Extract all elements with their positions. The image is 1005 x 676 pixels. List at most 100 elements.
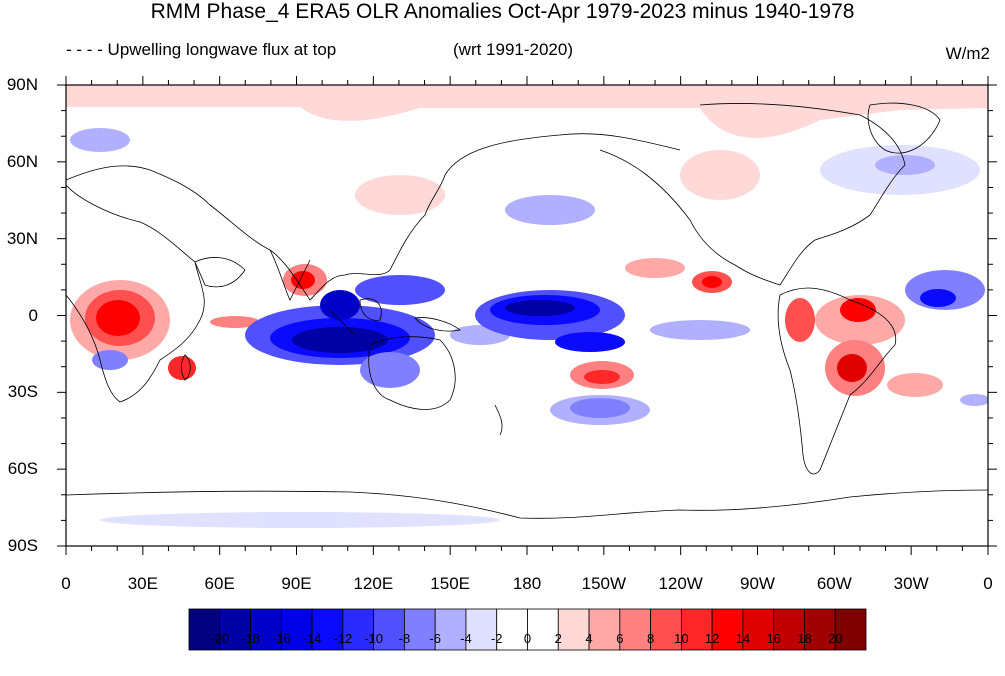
coastline-south-america xyxy=(777,287,897,475)
colorbar-swatch xyxy=(496,608,528,651)
lon-label: 30W xyxy=(893,574,929,593)
coastline-borneo xyxy=(359,298,382,321)
coastline-greenland xyxy=(867,102,941,154)
colorbar-swatch xyxy=(834,608,867,651)
southern-pacific-negative xyxy=(570,398,630,418)
colorbar-level-label: 0 xyxy=(523,631,532,646)
australia-west-negative xyxy=(360,352,420,388)
atlantic-south-negative xyxy=(960,394,988,406)
madagascar-positive xyxy=(168,356,196,380)
colorbar-swatch xyxy=(219,608,251,651)
colorbar-swatch xyxy=(434,608,467,651)
colorbar-level-label: 8 xyxy=(646,631,655,646)
colorbar-swatch xyxy=(311,608,344,651)
colorbar xyxy=(188,608,867,651)
colorbar-level-label: -18 xyxy=(241,631,260,646)
mexico-pacific-positive-core xyxy=(702,276,722,288)
colorbar-level-label: 20 xyxy=(827,631,843,646)
china-positive xyxy=(355,175,445,215)
lon-label: 90E xyxy=(281,574,312,593)
axis-ticks xyxy=(57,76,997,555)
coastline-north-america xyxy=(599,103,906,286)
colorbar-level-label: -10 xyxy=(364,631,384,646)
ne-pacific-positive xyxy=(625,258,685,278)
lat-label: 90S xyxy=(7,536,38,555)
lon-label: 30E xyxy=(127,574,158,593)
colorbar-swatch xyxy=(742,608,775,651)
colorbar-swatch xyxy=(250,608,282,651)
colorbar-level-label: -6 xyxy=(429,631,441,646)
lon-label: 150W xyxy=(581,574,627,593)
units-label: W/m2 xyxy=(945,44,990,63)
west-pacific-negative xyxy=(355,275,445,305)
lat-label: 90N xyxy=(6,75,38,94)
africa-south-negative xyxy=(92,350,128,370)
colorbar-swatch xyxy=(280,608,313,651)
amazon-positive-core xyxy=(840,298,876,322)
colorbar-level-label: 16 xyxy=(766,631,781,646)
colorbar-level-label: 14 xyxy=(735,631,751,646)
east-pacific-negative xyxy=(650,320,750,340)
colorbar-swatch xyxy=(588,608,621,651)
colorbar-level-label: 10 xyxy=(674,631,689,646)
india-positive-core xyxy=(291,271,315,289)
anomaly-field xyxy=(66,85,988,546)
coastline-new-guinea xyxy=(414,317,461,332)
colorbar-swatch xyxy=(188,608,221,651)
coastline-sumatra xyxy=(329,309,356,336)
coastlines xyxy=(66,102,988,519)
colorbar-level-label: -2 xyxy=(490,631,503,646)
colorbar-swatch xyxy=(527,608,559,651)
maritime-negative-core xyxy=(292,327,388,353)
south-atlantic-positive xyxy=(887,373,943,397)
lon-label: 150E xyxy=(430,574,471,593)
colorbar-level-label: -12 xyxy=(333,631,353,646)
colorbar-level-label: 2 xyxy=(554,631,562,646)
coastline-australia xyxy=(368,336,456,410)
mexico-positive xyxy=(680,150,760,200)
colorbar-swatch xyxy=(404,608,436,651)
colorbar-level-label: -4 xyxy=(460,631,472,646)
lon-label: 0 xyxy=(61,574,71,593)
colorbar-level-label: 6 xyxy=(616,631,624,646)
colorbar-level-label: -16 xyxy=(271,631,291,646)
andes-positive xyxy=(785,298,815,342)
lat-label: 60S xyxy=(7,459,38,479)
colorbar-swatch xyxy=(342,608,375,651)
south-pacific-positive-core xyxy=(584,370,620,384)
europe-negative xyxy=(70,128,130,152)
colorbar-level-label: 12 xyxy=(704,631,720,646)
lon-label: 120W xyxy=(658,574,703,593)
atlantic-negative-core xyxy=(920,289,956,307)
nw-pacific-negative xyxy=(505,195,595,225)
colorbar-swatch xyxy=(619,608,651,651)
lon-label: 0 xyxy=(983,574,993,593)
lat-label: 0 xyxy=(28,305,38,325)
arabian-sea-positive xyxy=(210,316,260,328)
coastline-new-zealand xyxy=(494,404,503,436)
coastline-india xyxy=(269,249,311,301)
colorbar-level-label: -8 xyxy=(398,631,411,646)
lon-label: 60E xyxy=(204,574,235,593)
coastline-antarctica xyxy=(66,489,988,519)
africa-positive-core xyxy=(96,300,140,336)
brazil-positive-core xyxy=(837,354,867,382)
colorbar-swatch xyxy=(650,608,682,651)
lon-label: 180 xyxy=(512,574,542,593)
reference-period: (wrt 1991-2020) xyxy=(453,40,574,59)
chart-title: RMM Phase_4 ERA5 OLR Anomalies Oct-Apr 1… xyxy=(150,0,855,23)
coastline-madagascar xyxy=(180,354,191,381)
central-pacific-negative-core xyxy=(505,300,575,316)
colorbar-level-label: 18 xyxy=(797,631,812,646)
colorbar-swatch xyxy=(373,608,405,651)
colorbar-swatch xyxy=(465,608,498,651)
variable-description: - - - - Upwelling longwave flux at top xyxy=(66,40,337,59)
spcz-negative xyxy=(555,332,625,352)
colorbar-swatch xyxy=(711,608,744,651)
antarctic-light-negative xyxy=(100,512,500,528)
borneo-negative xyxy=(320,290,360,320)
lat-label: 30S xyxy=(7,382,38,402)
colorbar-level-label: -20 xyxy=(210,631,230,646)
colorbar-swatch xyxy=(773,608,805,651)
